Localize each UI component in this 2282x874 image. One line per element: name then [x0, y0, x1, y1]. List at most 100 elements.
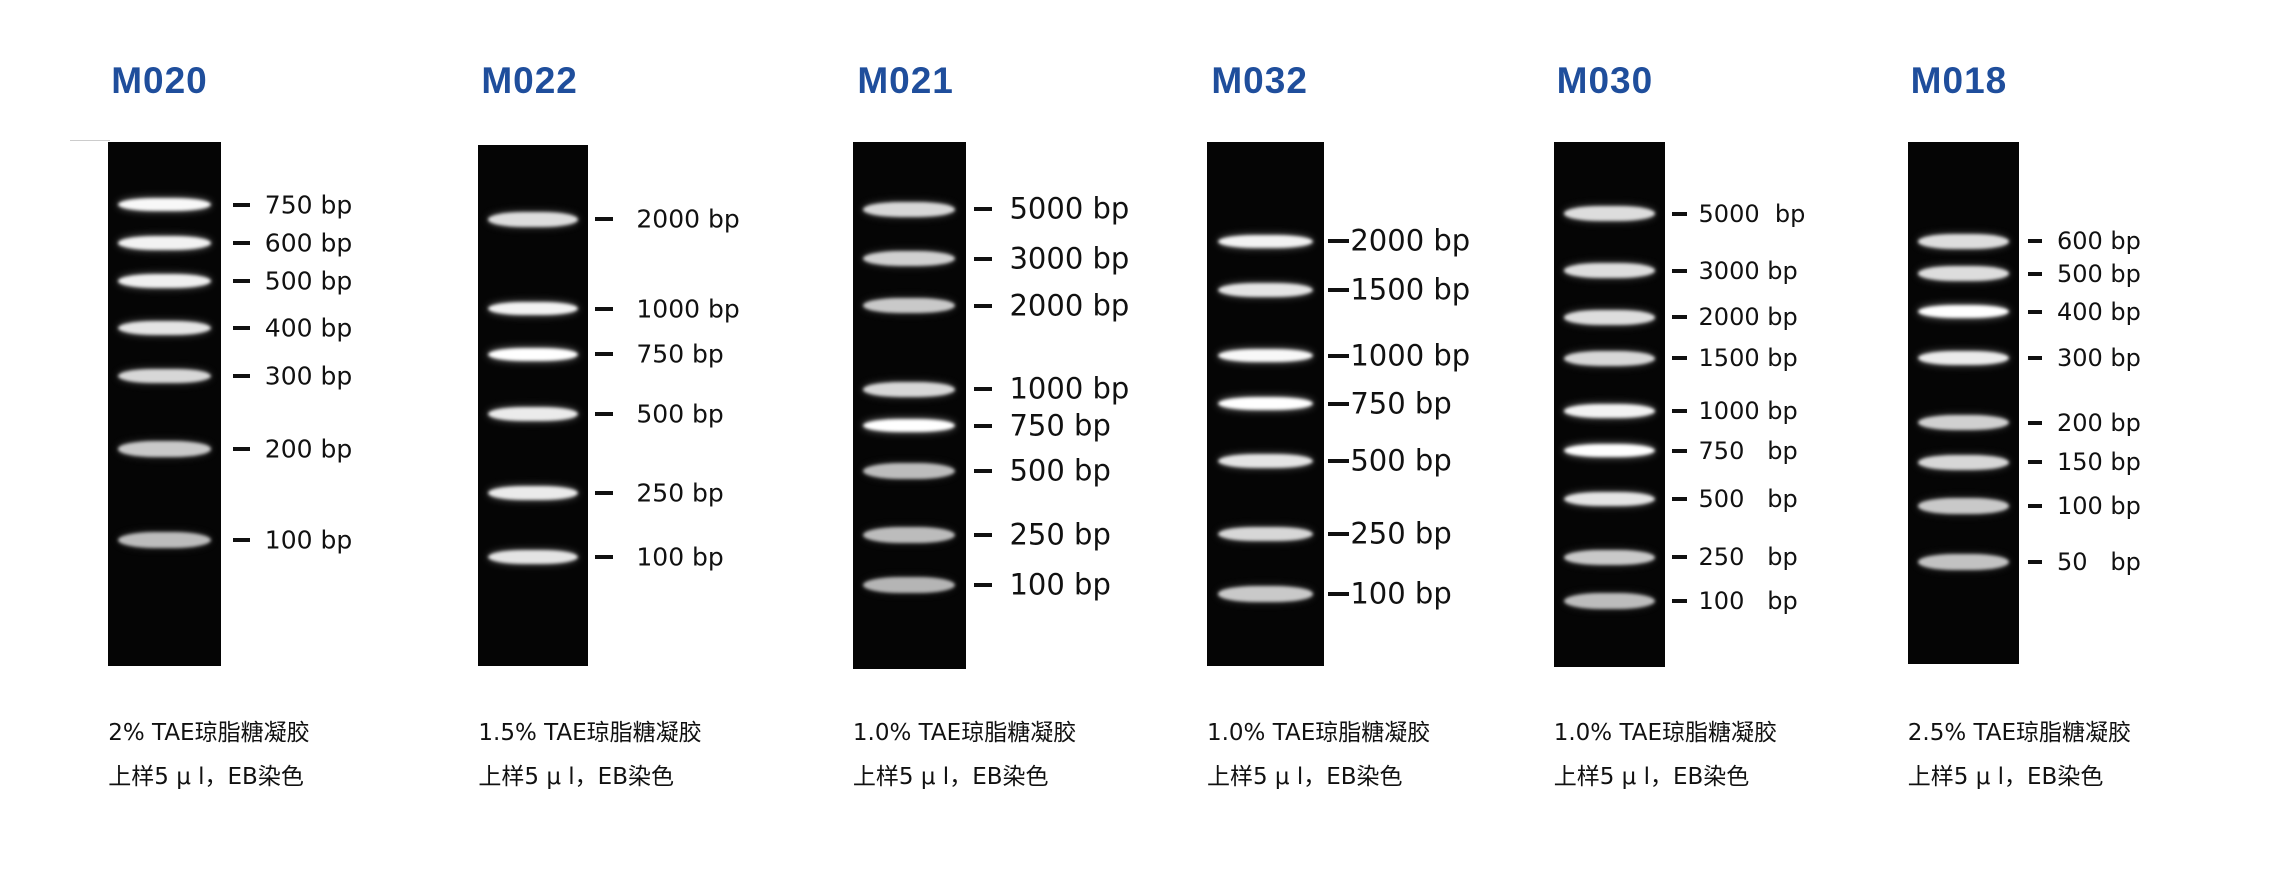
band-label: 500 bp: [2056, 259, 2141, 288]
band-tick: [974, 469, 992, 474]
band-label: 500 bp: [636, 399, 724, 429]
gel-band: [488, 301, 579, 316]
band-label: 250 bp: [636, 478, 724, 508]
band-tick: [232, 447, 251, 452]
gel-band: [488, 347, 579, 361]
gel-image: [478, 144, 589, 666]
gel-condition: 2.5% TAE琼脂糖凝胶: [1907, 720, 2132, 746]
gel-band: [1917, 454, 2009, 470]
band-label: 500 bp: [1350, 443, 1452, 478]
band-label: 50 bp: [2056, 547, 2141, 576]
band-label: 1000 bp: [1009, 371, 1130, 406]
band-tick: [2027, 239, 2043, 244]
gel-band: [863, 577, 956, 594]
gel-band: [1563, 310, 1655, 325]
gel-band: [488, 550, 579, 565]
band-tick: [232, 373, 251, 378]
gel-band: [1563, 404, 1655, 418]
band-tick: [2027, 271, 2043, 276]
band-label: 1000 bp: [1698, 397, 1798, 426]
band-label: 250 bp: [1009, 517, 1111, 552]
band-tick: [974, 207, 992, 212]
band-label: 2000 bp: [1698, 303, 1798, 332]
loading-condition: 上样5 μ l，EB染色: [1553, 764, 1750, 790]
band-label: 750 bp: [1009, 408, 1111, 443]
band-label: 200 bp: [264, 434, 353, 464]
marker-title: M018: [1910, 60, 2008, 101]
band-label: 500 bp: [264, 266, 353, 296]
band-label: 1000 bp: [1350, 338, 1471, 372]
gel-image: [1907, 141, 2019, 665]
band-tick: [2027, 420, 2043, 425]
gel-band: [118, 236, 211, 250]
gel-band: [863, 419, 956, 433]
gel-band: [488, 486, 579, 500]
band-tick: [595, 217, 613, 222]
band-tick: [974, 256, 992, 261]
loading-condition: 上样5 μ l，EB染色: [478, 764, 674, 790]
band-label: 100 bp: [1350, 576, 1452, 611]
band-label: 2000 bp: [636, 204, 740, 234]
band-tick: [2027, 309, 2043, 314]
band-tick: [1672, 448, 1687, 453]
band-label: 150 bp: [2056, 448, 2141, 477]
gel-band: [1563, 206, 1655, 221]
gel-band: [118, 198, 211, 212]
gel-condition: 1.0% TAE琼脂糖凝胶: [1553, 720, 1777, 746]
gel-band: [1917, 266, 2009, 281]
gel-band: [1217, 234, 1314, 249]
band-tick: [1328, 531, 1349, 536]
gel-band: [1563, 351, 1655, 366]
band-tick: [2027, 559, 2043, 564]
gel-band: [1917, 351, 2009, 366]
gel-band: [1217, 586, 1314, 602]
band-label: 1000 bp: [636, 294, 740, 324]
band-tick: [1672, 496, 1687, 501]
band-tick: [595, 491, 613, 496]
band-tick: [1672, 356, 1687, 361]
band-tick: [2027, 504, 2043, 509]
band-tick: [974, 583, 992, 588]
band-label: 200 bp: [2056, 408, 2141, 437]
gel-band: [1217, 453, 1314, 468]
band-tick: [1328, 591, 1349, 596]
gel-band: [488, 212, 579, 227]
gel-band: [1563, 549, 1655, 566]
band-label: 2000 bp: [1009, 288, 1130, 323]
band-label: 600 bp: [264, 228, 353, 258]
band-label: 100 bp: [636, 542, 724, 572]
gel-band: [863, 463, 956, 480]
band-label: 1500 bp: [1350, 272, 1471, 307]
gel-band: [1917, 553, 2009, 570]
loading-condition: 上样5 μ l，EB染色: [1206, 764, 1403, 790]
band-tick: [595, 352, 613, 357]
band-label: 300 bp: [264, 361, 353, 391]
gel-band: [863, 381, 956, 397]
gel-band: [1217, 526, 1314, 542]
gel-band: [488, 407, 579, 421]
band-tick: [232, 537, 251, 542]
band-tick: [1672, 268, 1687, 273]
band-tick: [1328, 401, 1349, 406]
band-tick: [1672, 315, 1687, 320]
gel-band: [118, 441, 211, 457]
band-tick: [595, 555, 613, 560]
band-tick: [232, 325, 251, 330]
loading-condition: 上样5 μ l，EB染色: [1907, 764, 2104, 790]
band-tick: [1328, 458, 1349, 463]
band-label: 2000 bp: [1350, 223, 1471, 258]
band-label: 250 bp: [1698, 543, 1798, 572]
band-label: 400 bp: [2056, 297, 2141, 326]
band-label: 750 bp: [636, 339, 724, 369]
gel-band: [1217, 397, 1314, 411]
gel-condition: 1.0% TAE琼脂糖凝胶: [1206, 720, 1431, 746]
loading-condition: 上样5 μ l，EB染色: [108, 764, 304, 790]
band-label: 100 bp: [1009, 567, 1111, 602]
gel-band: [863, 298, 956, 314]
gel-band: [1917, 305, 2009, 319]
marker-title: M032: [1211, 60, 1308, 101]
gel-band: [1917, 415, 2009, 431]
band-label: 5000 bp: [1009, 191, 1130, 226]
band-tick: [595, 306, 613, 311]
band-label: 3000 bp: [1009, 241, 1130, 276]
